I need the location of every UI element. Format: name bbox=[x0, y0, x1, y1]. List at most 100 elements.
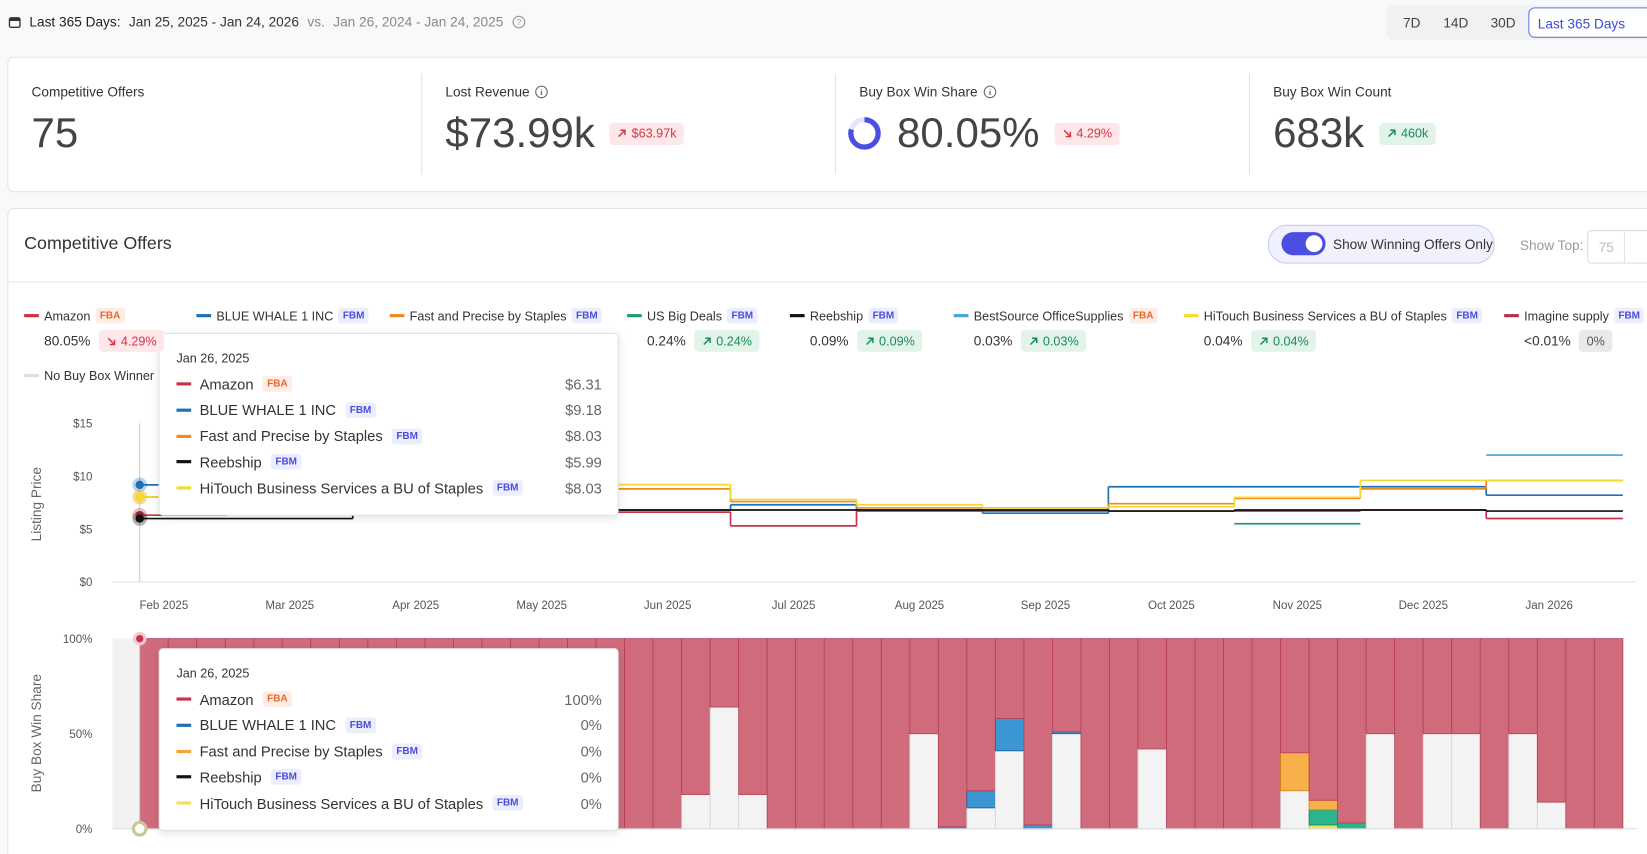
legend-swatch bbox=[24, 314, 39, 318]
x-tick-label: Mar 2025 bbox=[265, 600, 314, 612]
range-button[interactable]: 7D bbox=[1403, 14, 1421, 31]
legend-stats: <0.01% 0% bbox=[1524, 329, 1613, 352]
share-segment bbox=[1223, 638, 1253, 830]
show-top-input[interactable]: 75 bbox=[1587, 230, 1647, 264]
channel-badge: FBM bbox=[492, 480, 523, 496]
legend-swatch bbox=[196, 314, 212, 318]
trend-arrow bbox=[1387, 129, 1396, 138]
tooltip-name: HiTouch Business Services a BU of Staple… bbox=[199, 479, 484, 497]
legend-swatch bbox=[24, 373, 39, 378]
share-segment bbox=[852, 638, 882, 830]
legend-entry[interactable]: BLUE WHALE 1 INC FBM bbox=[196, 307, 369, 325]
tooltip-name: Reebship bbox=[199, 768, 262, 786]
channel-badge: FBM bbox=[1452, 307, 1483, 324]
price-tooltip: Jan 26, 2025 Amazon FBA $6.31 BLUE WHALE 1 I… bbox=[158, 332, 619, 516]
tooltip-value: 0% bbox=[580, 768, 602, 786]
kpi-value: 683k bbox=[1273, 109, 1365, 156]
kpi-divider bbox=[835, 73, 837, 175]
legend-entry[interactable]: Reebship FBM bbox=[789, 307, 899, 325]
legend-entry[interactable]: Amazon FBA bbox=[24, 307, 125, 325]
hover-dot bbox=[135, 514, 144, 523]
legend-stats: 80.05% 4.29% bbox=[44, 329, 164, 352]
x-tick-label: Dec 2025 bbox=[1399, 600, 1448, 612]
x-tick-label: Nov 2025 bbox=[1273, 600, 1322, 612]
tooltip-swatch bbox=[176, 434, 192, 438]
share-segment bbox=[766, 638, 797, 830]
x-tick-label: May 2025 bbox=[516, 600, 567, 612]
tooltip-value: 0% bbox=[580, 794, 602, 812]
share-segment bbox=[1451, 733, 1481, 830]
legend-swatch bbox=[1183, 314, 1199, 318]
change-chip: 0.09% bbox=[856, 329, 923, 352]
trend-arrow bbox=[703, 336, 711, 345]
tooltip-date: Jan 26, 2025 bbox=[176, 350, 250, 366]
info-ring bbox=[535, 85, 549, 99]
tooltip-row: HiTouch Business Services a BU of Staple… bbox=[176, 475, 602, 501]
calendar-icon bbox=[8, 17, 21, 28]
tooltip-name: Reebship bbox=[199, 453, 262, 471]
winning-toggle[interactable]: Show Winning Offers Only bbox=[1267, 224, 1495, 264]
legend-entry[interactable]: US Big Deals FBM bbox=[627, 307, 758, 325]
legend-share: 0.24% bbox=[647, 332, 686, 349]
ring-arc bbox=[848, 117, 881, 150]
kpi-value-row: 80.05% 4.29% bbox=[847, 109, 1120, 157]
range-button[interactable]: 30D bbox=[1490, 14, 1516, 31]
legend-name: Amazon bbox=[44, 308, 91, 323]
kpi-value-row: 683k 460k bbox=[1273, 109, 1436, 157]
tooltip-value: $6.31 bbox=[565, 375, 602, 393]
kpi-title: Buy Box Win Share bbox=[859, 84, 997, 100]
info-icon bbox=[535, 85, 549, 99]
legend-name: Imagine supply bbox=[1524, 308, 1609, 323]
tooltip-swatch bbox=[176, 382, 192, 386]
help-icon: ? bbox=[512, 15, 526, 29]
x-tick-label: Aug 2025 bbox=[895, 600, 944, 612]
kpi-divider bbox=[421, 73, 423, 175]
change-chip: 0.04% bbox=[1250, 329, 1317, 352]
x-tick-label: Oct 2025 bbox=[1148, 600, 1195, 612]
tooltip-name: BLUE WHALE 1 INC bbox=[199, 716, 337, 734]
legend-entry[interactable]: Imagine supply FBM bbox=[1504, 307, 1645, 325]
arrow-path bbox=[703, 336, 711, 345]
share-segment bbox=[1109, 638, 1139, 830]
legend-entry[interactable]: BestSource OfficeSupplies FBA bbox=[953, 307, 1158, 325]
legend-name: HiTouch Business Services a BU of Staple… bbox=[1203, 308, 1447, 323]
legend-swatch bbox=[953, 314, 969, 318]
legend-entry[interactable]: Fast and Precise by Staples FBM bbox=[389, 307, 602, 325]
y-tick-label: $5 bbox=[80, 524, 93, 536]
tooltip-row: Amazon FBA 100% bbox=[176, 686, 602, 712]
channel-badge: FBM bbox=[571, 307, 602, 324]
arrow-path bbox=[1387, 129, 1396, 138]
range-button[interactable]: Last 365 Days bbox=[1528, 7, 1647, 38]
change-value: 0.09% bbox=[879, 333, 915, 349]
share-segment bbox=[624, 638, 654, 830]
channel-badge: FBM bbox=[338, 307, 369, 324]
legend-name: Fast and Precise by Staples bbox=[409, 308, 567, 323]
tooltip-value: $9.18 bbox=[565, 401, 602, 419]
legend-swatch bbox=[389, 314, 405, 318]
y-tick-label: $0 bbox=[80, 577, 93, 589]
y-tick-label: 50% bbox=[69, 729, 92, 741]
toggle-switch[interactable] bbox=[1281, 232, 1326, 256]
x-tick-label: Feb 2025 bbox=[139, 600, 188, 612]
share-segment bbox=[994, 718, 1025, 752]
info-icon bbox=[983, 85, 997, 99]
tooltip-name: HiTouch Business Services a BU of Staple… bbox=[199, 794, 484, 812]
share-segment bbox=[1308, 799, 1339, 811]
share-segment bbox=[1422, 638, 1453, 735]
channel-badge: FBM bbox=[392, 743, 423, 760]
legend-entry[interactable]: HiTouch Business Services a BU of Staple… bbox=[1183, 307, 1483, 325]
tooltip-value: 0% bbox=[580, 742, 602, 760]
kpi-divider bbox=[1248, 73, 1250, 175]
change-chip: $63.97k bbox=[609, 122, 684, 145]
kpi-title: Competitive Offers bbox=[32, 84, 145, 100]
range-button[interactable]: 14D bbox=[1443, 14, 1469, 31]
tooltip-value: $8.03 bbox=[565, 479, 602, 497]
share-segment bbox=[1422, 733, 1453, 830]
share-segment bbox=[1308, 824, 1339, 830]
tooltip-value: $8.03 bbox=[565, 427, 602, 445]
hover-dot bbox=[131, 820, 148, 837]
tooltip-swatch bbox=[176, 697, 192, 701]
x-tick-label: Jul 2025 bbox=[772, 600, 816, 612]
legend-entry[interactable]: No Buy Box Winner bbox=[24, 367, 154, 385]
share-segment bbox=[1194, 638, 1224, 830]
